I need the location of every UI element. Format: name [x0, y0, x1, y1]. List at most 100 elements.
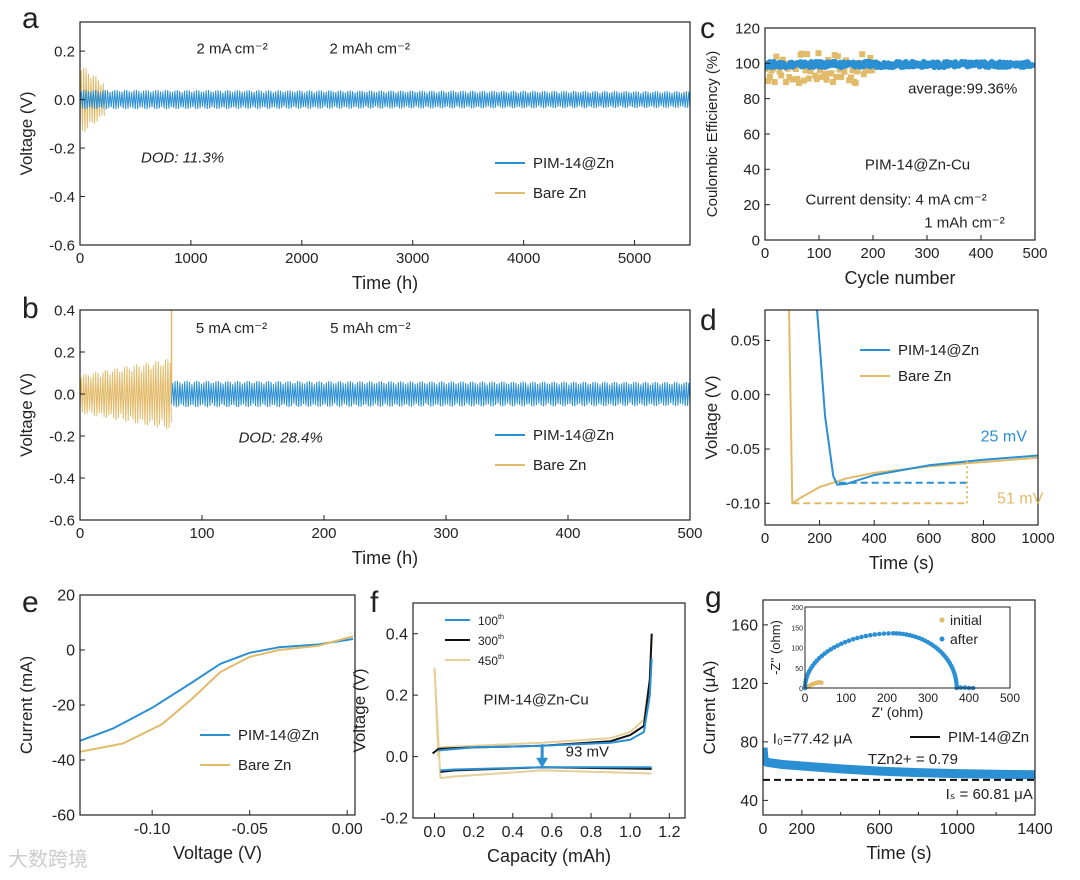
inset-x-axis-label: Z' (ohm) — [872, 704, 924, 720]
plot-frame — [79, 21, 691, 246]
x-tick-label: 600 — [866, 821, 893, 838]
annotation: 2 mAh cm⁻² — [330, 41, 410, 58]
x-tick-label: 1400 — [1017, 821, 1053, 838]
x-axis-label: Capacity (mAh) — [487, 846, 611, 866]
inset-x-tick-label: 500 — [1000, 691, 1020, 705]
panel-a: a 0 1000 2000 3000 4000 5000 0.2 0.0 -0.2 -0.4 -0.6… — [17, 2, 691, 293]
x-axis-label: Voltage (V) — [173, 843, 262, 863]
x-tick-label: 500 — [677, 525, 702, 542]
y-tick-label: 0.4 — [386, 626, 408, 643]
x-tick-label: 0.4 — [502, 824, 524, 841]
inset-point-after — [850, 636, 856, 642]
inset-point-after — [890, 631, 896, 636]
y-tick-label: -20 — [52, 698, 75, 715]
data-point-bare-zn — [865, 67, 872, 74]
x-tick-label: 0.8 — [580, 824, 602, 841]
inset-x-tick-label: 0 — [802, 691, 809, 705]
x-tick-label: 200 — [807, 530, 832, 547]
x-tick-label: 0 — [759, 821, 768, 838]
data-point-bare-zn — [773, 53, 780, 60]
inset-x-tick-label: 400 — [959, 691, 979, 705]
x-tick-label: -0.10 — [134, 821, 171, 838]
inset-x-tick-label: 200 — [877, 691, 897, 705]
panel-e: e -0.10 -0.05 0.00 20 0 -20 -40 -60 Voltage (V) Cu… — [17, 586, 363, 863]
x-tick-label: 4000 — [507, 250, 540, 267]
data-point-bare-zn — [794, 75, 801, 82]
inset-legend-label: after — [950, 631, 978, 647]
x-tick-label: 400 — [555, 525, 580, 542]
inset-point-after — [831, 645, 837, 650]
y-tick-label: -0.10 — [726, 496, 760, 513]
plot-area — [788, 310, 1038, 505]
data-point-bare-zn — [796, 79, 803, 86]
data-point-bare-zn — [789, 76, 796, 83]
data-point-bare-zn — [843, 57, 849, 64]
inset-y-tick-label: 50 — [795, 666, 803, 673]
x-tick-label: 100 — [189, 525, 214, 542]
annotation: TZn2+ = 0.79 — [868, 751, 958, 768]
panel-label: a — [22, 2, 39, 35]
y-tick-label: 120 — [735, 20, 760, 37]
annotation: Iₛ = 60.81 μA — [946, 786, 1033, 803]
inset-point-after — [877, 631, 882, 637]
inset-x-tick-label: 300 — [918, 691, 938, 705]
data-point-bare-zn — [802, 67, 809, 74]
data-point-bare-zn — [849, 67, 856, 74]
inset-point-after — [839, 641, 844, 647]
inset-point-after — [886, 631, 891, 636]
inset-y-tick-label: 150 — [791, 625, 803, 632]
y-tick-label: -0.6 — [49, 237, 75, 254]
series-100th — [438, 658, 653, 752]
data-point-bare-zn — [778, 72, 785, 79]
plot-area — [80, 635, 354, 753]
panel-c: c 0 100 200 300 400 500 0 20 40 60 80 100 120 Cycle nu… — [700, 12, 1048, 288]
x-axis-label: Time (s) — [866, 843, 931, 863]
inset-y-tick-label: 200 — [791, 605, 803, 612]
data-point-bare-zn — [766, 73, 773, 80]
x-tick-label: 0 — [76, 525, 84, 542]
oscillation-pim-14-zn — [171, 380, 690, 408]
y-axis-label: Voltage (V) — [350, 668, 369, 752]
data-point-bare-zn — [779, 56, 786, 63]
y-tick-label: 0.0 — [54, 92, 75, 109]
data-point-bare-zn — [838, 74, 845, 81]
legend-label: 100th — [478, 612, 504, 628]
panel-d: d 0 200 400 600 800 1000 0.05 0.00 -0.05 -0.10 Time… — [700, 304, 1055, 573]
x-tick-label: 300 — [914, 245, 939, 262]
data-point-bare-zn — [805, 75, 812, 82]
data-point-bare-zn — [799, 50, 806, 57]
legend-label: 300th — [478, 632, 504, 648]
y-axis-label: Current (μA) — [700, 661, 719, 755]
y-tick-label: 80 — [743, 91, 760, 108]
annotation: I₀=77.42 μA — [773, 730, 853, 747]
x-tick-label: 100 — [806, 245, 831, 262]
inset-point-after — [854, 635, 860, 641]
annotation: DOD: 11.3% — [141, 150, 224, 167]
y-tick-label: 40 — [743, 162, 760, 179]
x-tick-label: 0.6 — [541, 824, 563, 841]
y-tick-label: -0.4 — [49, 189, 75, 206]
inset-x-tick-label: 100 — [836, 691, 856, 705]
annotation: PIM-14@Zn-Cu — [865, 156, 970, 173]
y-tick-label: 0 — [752, 232, 760, 249]
y-tick-label: -0.2 — [49, 140, 75, 157]
x-axis-label: Time (s) — [869, 553, 934, 573]
y-tick-label: 20 — [57, 588, 75, 605]
inset-point-after — [894, 631, 899, 636]
x-tick-label: 0 — [761, 245, 769, 262]
plot-area — [80, 310, 690, 430]
legend-label: PIM-14@Zn — [948, 729, 1029, 746]
data-point-bare-zn — [765, 77, 772, 84]
annotation: 1 mAh cm⁻² — [924, 215, 1004, 232]
legend-label: 450th — [478, 652, 504, 668]
x-tick-label: 200 — [789, 821, 816, 838]
data-point-bare-zn — [817, 67, 824, 74]
inset-point-after — [872, 632, 878, 637]
inset-y-tick-label: 0 — [799, 686, 803, 693]
data-point-pim-14 — [1029, 62, 1035, 69]
y-tick-label: -0.2 — [380, 811, 408, 828]
plot-frame — [79, 309, 691, 521]
data-point-bare-zn — [833, 73, 840, 80]
